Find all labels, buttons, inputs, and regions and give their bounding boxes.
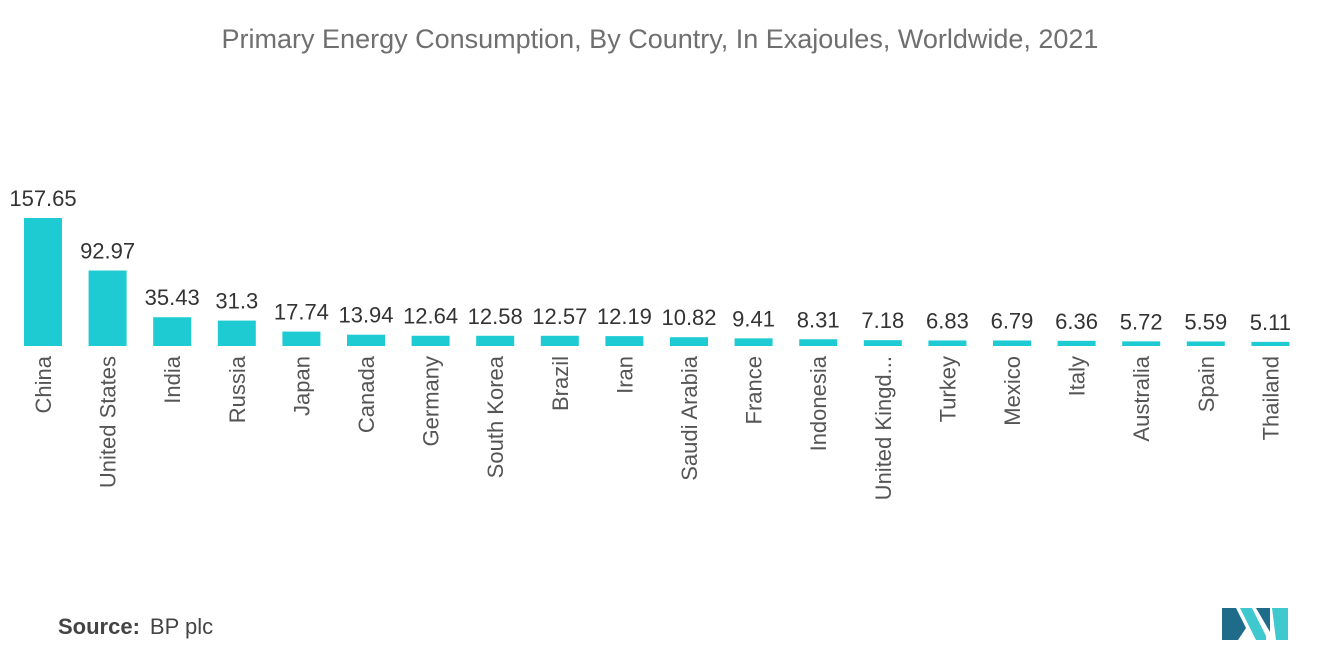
bar-united-kingd- — [863, 340, 902, 346]
bar-thailand — [1251, 341, 1290, 346]
value-label: 35.43 — [145, 285, 200, 310]
bar-japan — [282, 331, 321, 346]
value-label: 5.11 — [1250, 310, 1291, 335]
value-label: 10.82 — [661, 305, 716, 330]
bar-india — [153, 317, 192, 346]
bar-france — [734, 338, 773, 346]
category-label: Japan — [289, 356, 314, 416]
category-label: Mexico — [1000, 356, 1025, 426]
value-label: 12.64 — [403, 304, 458, 329]
category-label: South Korea — [483, 355, 508, 478]
bar-spain — [1186, 341, 1225, 346]
category-label: Turkey — [935, 356, 960, 422]
chart-title: Primary Energy Consumption, By Country, … — [221, 24, 1099, 54]
bar-canada — [347, 334, 385, 346]
category-label: Germany — [419, 356, 444, 446]
category-label: Russia — [225, 355, 250, 423]
category-label: United States — [96, 356, 121, 488]
bar-south-korea — [476, 335, 515, 346]
value-label: 5.72 — [1120, 309, 1163, 334]
source-value: BP plc — [149, 614, 214, 639]
category-label: Indonesia — [806, 355, 831, 451]
value-label: 7.18 — [861, 308, 904, 333]
bar-brazil — [540, 335, 579, 346]
category-label: Canada — [354, 355, 379, 433]
source-label: Source: — [58, 614, 140, 639]
category-label: Spain — [1194, 356, 1219, 412]
bar-germany — [411, 335, 450, 346]
bar-chart: 157.65 China 92.97 United States 35.43 India 3… — [9, 186, 1291, 500]
category-label: Iran — [612, 356, 637, 394]
bar-russia — [217, 320, 256, 346]
value-label: 8.31 — [797, 307, 840, 332]
value-label: 12.19 — [597, 304, 652, 329]
bar-iran — [605, 336, 644, 346]
value-label: 157.65 — [9, 186, 76, 211]
category-label: Australia — [1129, 355, 1154, 441]
value-label: 13.94 — [338, 303, 393, 328]
bar-mexico — [993, 340, 1031, 346]
bar-united-states — [88, 270, 127, 346]
value-label: 6.79 — [991, 308, 1034, 333]
category-label: Saudi Arabia — [677, 355, 702, 481]
value-label: 12.58 — [468, 304, 523, 329]
brand-logo-icon — [1222, 608, 1288, 640]
category-label: Brazil — [548, 356, 573, 411]
category-label: France — [742, 356, 767, 424]
category-label: India — [160, 355, 185, 403]
bar-china — [24, 218, 62, 346]
bar-australia — [1122, 341, 1161, 346]
bar-saudi-arabia — [670, 337, 708, 346]
category-label: China — [31, 355, 56, 413]
source-note: Source: BP plc — [58, 614, 213, 640]
bar-turkey — [928, 340, 967, 346]
bar-italy — [1057, 340, 1096, 346]
value-label: 6.36 — [1055, 309, 1098, 334]
value-label: 9.41 — [732, 306, 775, 331]
value-label: 31.3 — [215, 289, 258, 314]
category-label: United Kingd... — [871, 356, 896, 500]
value-label: 92.97 — [80, 239, 135, 264]
value-label: 12.57 — [532, 304, 587, 329]
value-label: 17.74 — [274, 300, 329, 325]
bar-indonesia — [799, 339, 838, 346]
value-label: 6.83 — [926, 308, 969, 333]
category-label: Italy — [1065, 356, 1090, 396]
value-label: 5.59 — [1184, 309, 1227, 334]
category-label: Thailand — [1258, 356, 1283, 440]
